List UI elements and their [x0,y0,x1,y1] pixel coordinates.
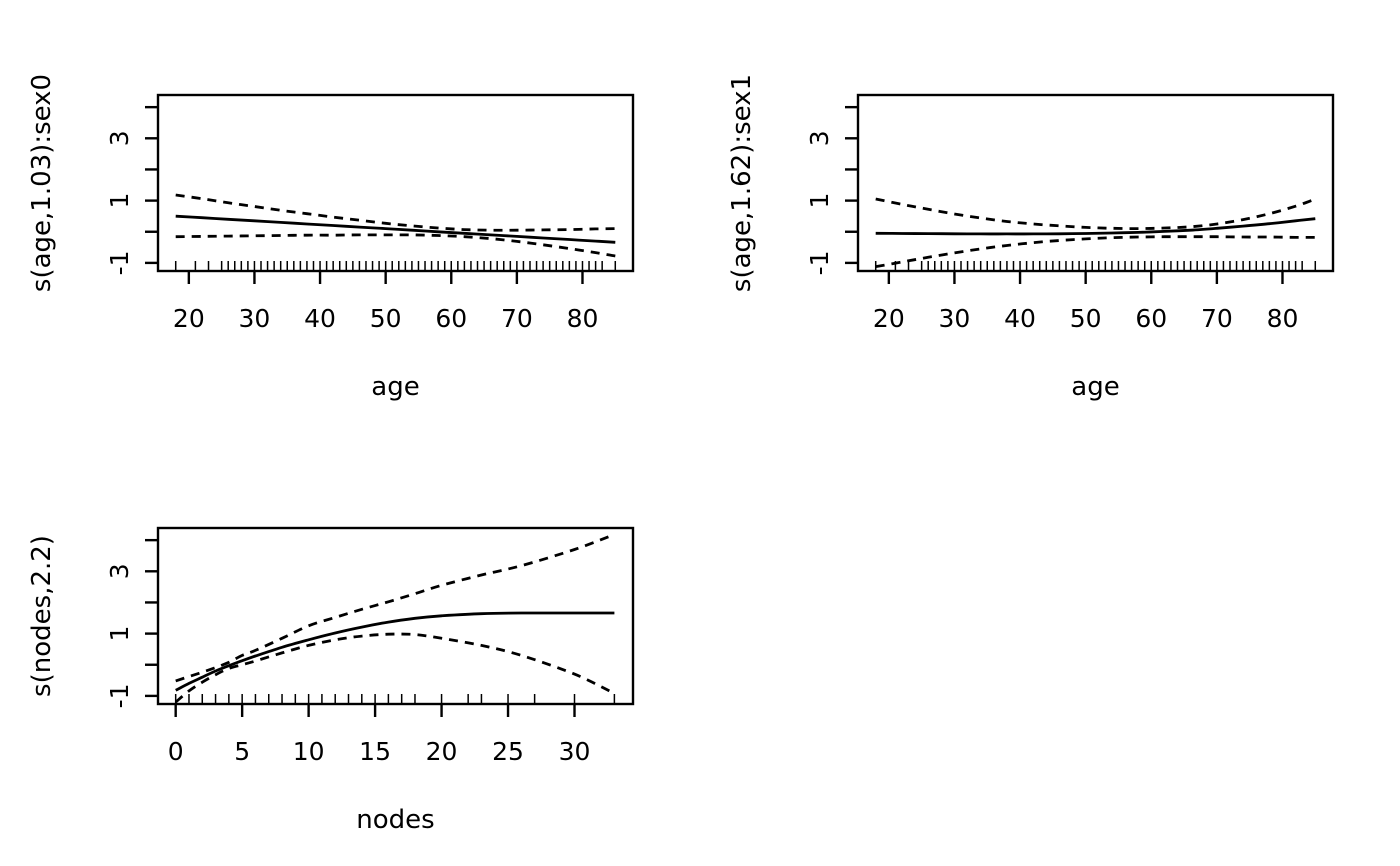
y-tick-label: -1 [105,250,134,275]
plot-svg-s-age-sex1: 20 30 40 50 60 70 80 -1 1 3 age s(age,1.62):sex1 [727,74,1335,402]
y-tick-label: 3 [805,130,834,146]
y-axis-title: s(age,1.62):sex1 [727,74,757,292]
upper-95ci-line [875,197,1316,231]
panel-s-age-sex0: 20 30 40 50 60 70 80 -1 1 3 age s(age,1.03):sex0 [0,0,700,433]
x-tick-label: 20 [873,304,905,333]
y-tick-label: 1 [105,626,134,642]
y-tick-label: 1 [105,193,134,209]
plot-frame [856,93,1335,273]
y-tick-label: -1 [805,250,834,275]
fit-line [875,217,1316,236]
fit-line [175,214,616,244]
plot-frame [156,526,635,706]
lower-95ci-line [875,235,1316,268]
x-tick-label: 50 [370,304,402,333]
x-tick-label: 70 [1201,304,1233,333]
lower-95ci-line [174,632,616,704]
upper-95ci-line [175,193,616,232]
x-tick-label: 30 [239,304,271,333]
x-axis-title: age [1071,372,1119,402]
y-axis-title: s(age,1.03):sex0 [27,74,57,292]
x-tick-label: 40 [304,304,336,333]
y-tick-label: 3 [105,563,134,579]
x-tick-label: 20 [173,304,205,333]
rug-marks [174,261,617,270]
x-tick-label: 40 [1004,304,1036,333]
x-tick-label: 80 [1267,304,1299,333]
x-tick-label: 25 [492,737,524,766]
y-tick-label: -1 [105,683,134,708]
x-tick-label: 5 [234,737,250,766]
x-tick-label: 60 [1135,304,1167,333]
x-axis-title: age [371,372,419,402]
x-tick-label: 15 [359,737,391,766]
panel-s-age-sex1: 20 30 40 50 60 70 80 -1 1 3 age s(age,1.62):sex1 [700,0,1400,433]
upper-95ci-line [175,533,615,683]
rug-marks [874,261,1317,270]
y-axis-title: s(nodes,2.2) [27,535,57,697]
x-tick-label: 30 [939,304,971,333]
plot-svg-s-nodes: 0 5 10 15 20 25 30 -1 1 3 nodes s(nodes,2.2) [27,526,635,835]
x-tick-label: 0 [168,737,184,766]
rug-marks [174,694,616,703]
y-tick-label: 1 [805,193,834,209]
x-tick-label: 10 [293,737,325,766]
x-tick-label: 20 [426,737,458,766]
x-tick-label: 60 [435,304,467,333]
lower-95ci-line [175,233,616,258]
fit-line [175,611,615,692]
plot-frame [156,93,635,273]
x-tick-label: 50 [1070,304,1102,333]
panel-s-nodes: 0 5 10 15 20 25 30 -1 1 3 nodes s(nodes,2.2) [0,433,700,866]
plot-svg-s-age-sex0: 20 30 40 50 60 70 80 -1 1 3 age s(age,1.03):sex0 [27,74,635,402]
x-tick-label: 70 [501,304,533,333]
y-tick-label: 3 [105,130,134,146]
x-tick-label: 80 [567,304,599,333]
x-axis-title: nodes [356,805,434,835]
x-tick-label: 30 [559,737,591,766]
